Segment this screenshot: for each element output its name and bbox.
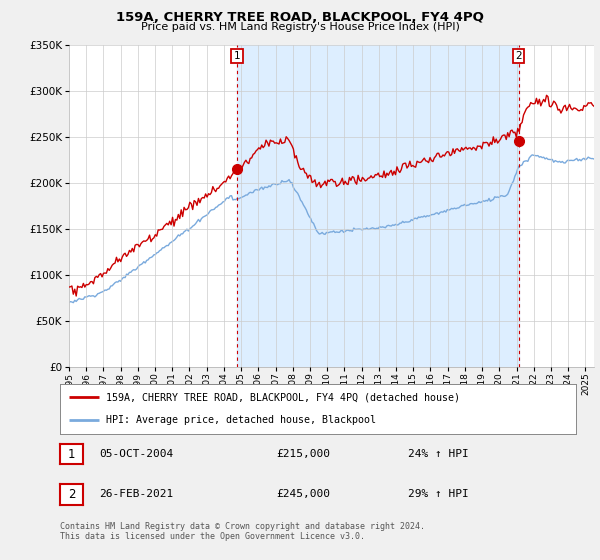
Text: 159A, CHERRY TREE ROAD, BLACKPOOL, FY4 4PQ: 159A, CHERRY TREE ROAD, BLACKPOOL, FY4 4…: [116, 11, 484, 24]
Text: £215,000: £215,000: [276, 449, 330, 459]
Text: 2: 2: [515, 51, 522, 61]
Text: 05-OCT-2004: 05-OCT-2004: [99, 449, 173, 459]
Bar: [237, 45, 518, 367]
Text: Contains HM Land Registry data © Crown copyright and database right 2024.: Contains HM Land Registry data © Crown c…: [60, 522, 425, 531]
Text: HPI: Average price, detached house, Blackpool: HPI: Average price, detached house, Blac…: [106, 416, 376, 426]
Text: 1: 1: [68, 447, 75, 461]
Text: 29% ↑ HPI: 29% ↑ HPI: [408, 489, 469, 500]
Text: 1: 1: [233, 51, 241, 61]
Text: This data is licensed under the Open Government Licence v3.0.: This data is licensed under the Open Gov…: [60, 532, 365, 541]
Text: 2: 2: [68, 488, 75, 501]
Text: 159A, CHERRY TREE ROAD, BLACKPOOL, FY4 4PQ (detached house): 159A, CHERRY TREE ROAD, BLACKPOOL, FY4 4…: [106, 392, 460, 402]
Text: £245,000: £245,000: [276, 489, 330, 500]
Text: 26-FEB-2021: 26-FEB-2021: [99, 489, 173, 500]
Text: Price paid vs. HM Land Registry's House Price Index (HPI): Price paid vs. HM Land Registry's House …: [140, 22, 460, 32]
Text: 24% ↑ HPI: 24% ↑ HPI: [408, 449, 469, 459]
